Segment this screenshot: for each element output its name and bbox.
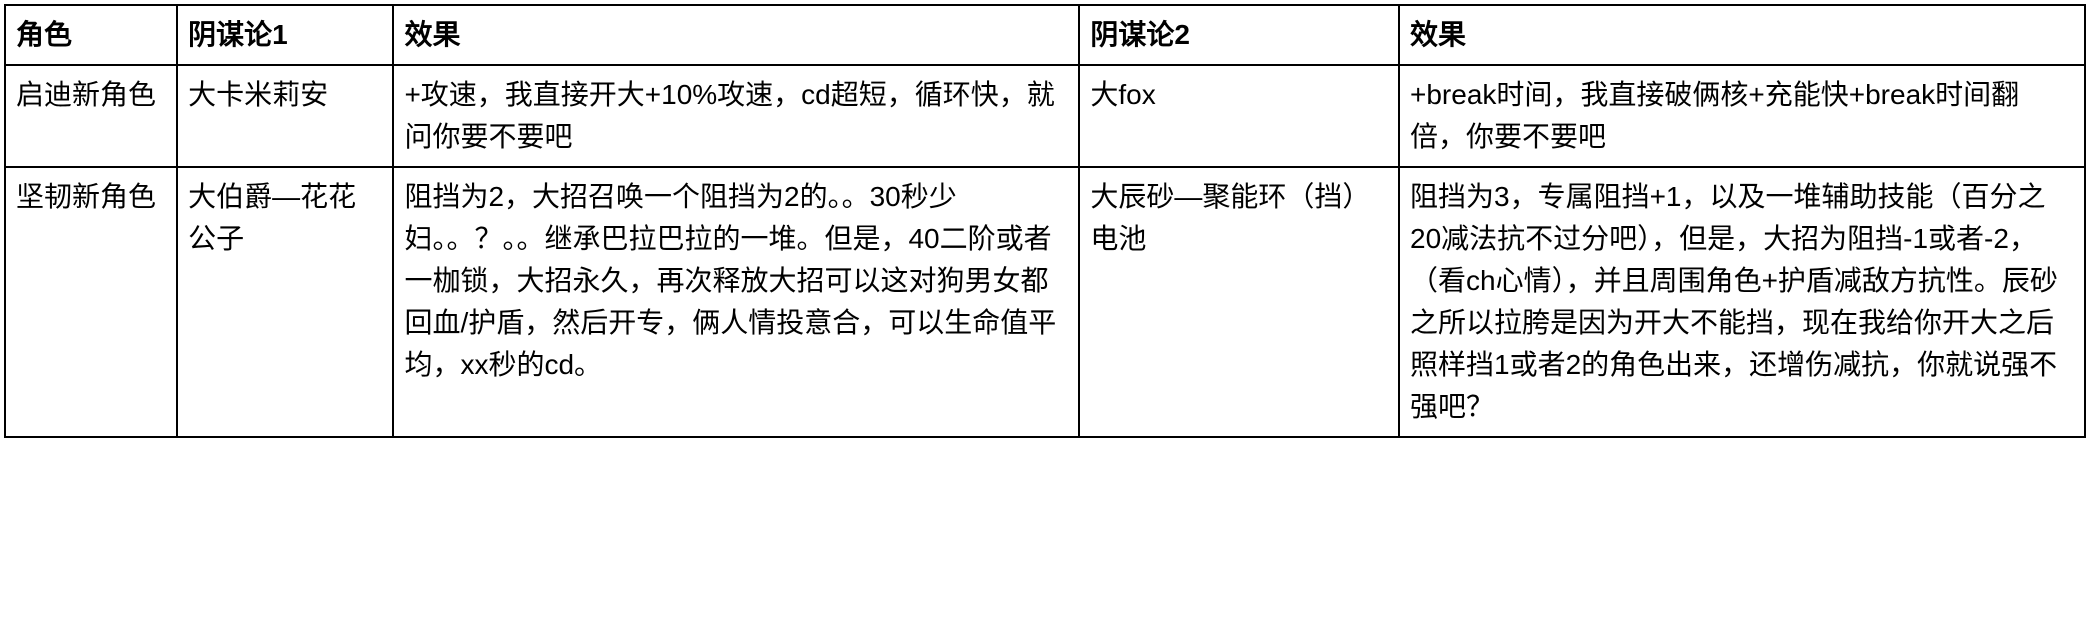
table-header-row: 角色 阴谋论1 效果 阴谋论2 效果: [5, 5, 2085, 65]
cell-theory2: 大辰砂—聚能环（挡）电池: [1079, 167, 1399, 437]
cell-role: 启迪新角色: [5, 65, 177, 167]
cell-theory1: 大卡米莉安: [177, 65, 393, 167]
cell-effect2: 阻挡为3，专属阻挡+1，以及一堆辅助技能（百分之20减法抗不过分吧），但是，大招…: [1399, 167, 2085, 437]
header-theory1: 阴谋论1: [177, 5, 393, 65]
header-effect1: 效果: [393, 5, 1079, 65]
character-theory-table: 角色 阴谋论1 效果 阴谋论2 效果 启迪新角色 大卡米莉安 +攻速，我直接开大…: [4, 4, 2086, 438]
header-effect2: 效果: [1399, 5, 2085, 65]
cell-effect1: +攻速，我直接开大+10%攻速，cd超短，循环快，就问你要不要吧: [393, 65, 1079, 167]
cell-theory1: 大伯爵—花花公子: [177, 167, 393, 437]
header-role: 角色: [5, 5, 177, 65]
cell-theory2: 大fox: [1079, 65, 1399, 167]
cell-effect2: +break时间，我直接破俩核+充能快+break时间翻倍，你要不要吧: [1399, 65, 2085, 167]
table-row: 启迪新角色 大卡米莉安 +攻速，我直接开大+10%攻速，cd超短，循环快，就问你…: [5, 65, 2085, 167]
cell-effect1: 阻挡为2，大招召唤一个阻挡为2的。。30秒少妇。。？。。继承巴拉巴拉的一堆。但是…: [393, 167, 1079, 437]
cell-role: 坚韧新角色: [5, 167, 177, 437]
table-row: 坚韧新角色 大伯爵—花花公子 阻挡为2，大招召唤一个阻挡为2的。。30秒少妇。。…: [5, 167, 2085, 437]
header-theory2: 阴谋论2: [1079, 5, 1399, 65]
